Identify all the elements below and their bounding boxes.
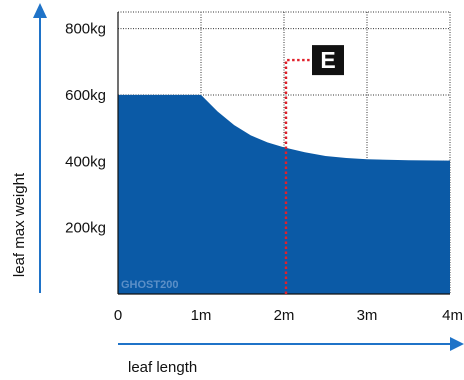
annotation-line [284, 58, 312, 294]
x-tick-label: 2m [274, 307, 295, 324]
y-tick-label: 600kg [65, 87, 106, 104]
y-tick-label: 200kg [65, 220, 106, 237]
area-series [118, 94, 450, 295]
x-arrow-head [450, 337, 464, 351]
x-tick-labels: 0 1m 2m 3m 4m [114, 307, 463, 324]
annotation-badge [312, 45, 344, 76]
x-axis-title: leaf length [128, 359, 197, 376]
x-tick-label: 3m [357, 307, 378, 324]
y-tick-labels: 200kg 400kg 600kg 800kg [65, 21, 106, 237]
y-axis-title: leaf max weight [11, 172, 28, 277]
x-tick-label: 1m [191, 307, 212, 324]
chart-axes [117, 12, 450, 295]
annotation: E [284, 45, 344, 294]
watermark: GHOST200 [121, 279, 178, 291]
x-tick-label: 4m [442, 307, 463, 324]
y-tick-label: 800kg [65, 21, 106, 38]
y-axis-arrow [33, 3, 47, 293]
x-axis-arrow [118, 337, 464, 351]
y-tick-label: 400kg [65, 153, 106, 170]
y-arrow-head [33, 3, 47, 18]
annotation-label: E [320, 47, 335, 73]
x-tick-label: 0 [114, 307, 122, 324]
